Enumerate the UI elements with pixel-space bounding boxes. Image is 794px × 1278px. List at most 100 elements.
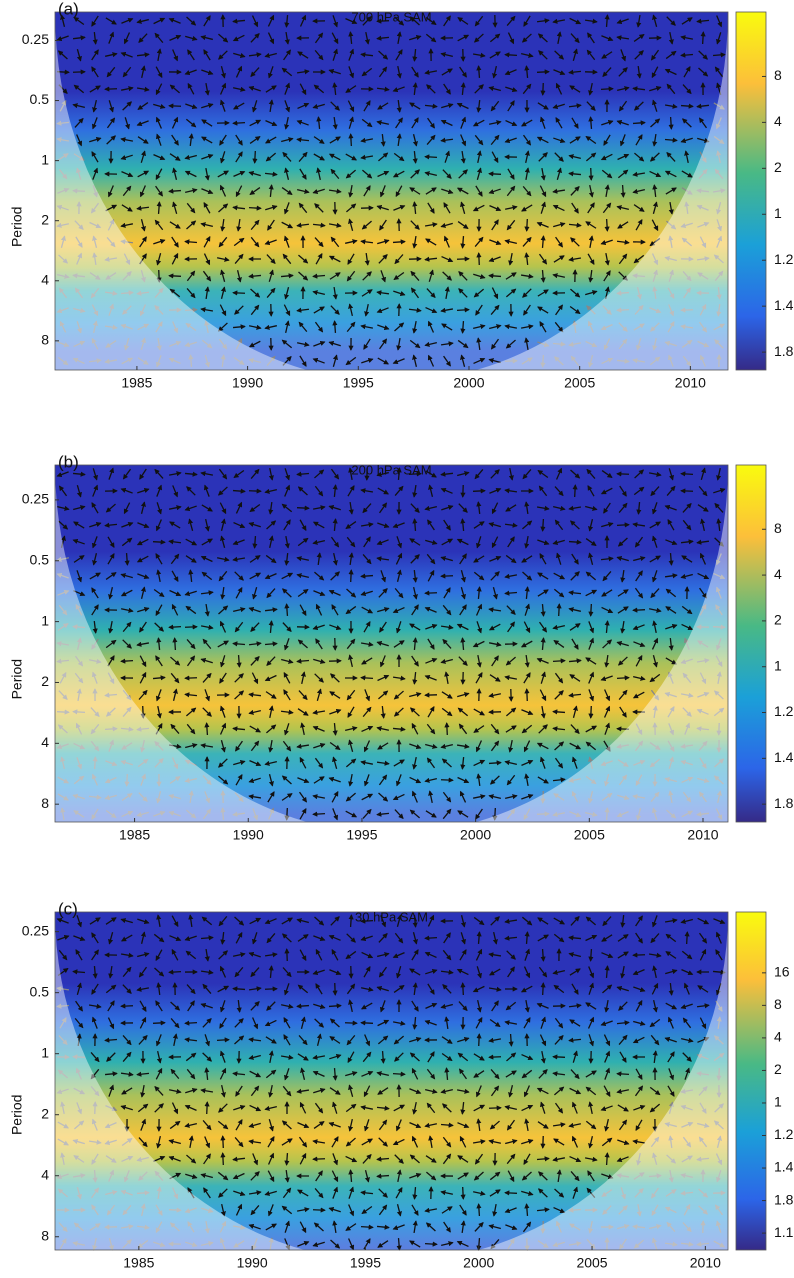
phase-arrow <box>474 15 484 27</box>
phase-arrow <box>424 103 438 109</box>
phase-arrow <box>472 488 486 494</box>
phase-arrow <box>250 33 260 43</box>
phase-arrow <box>540 82 546 96</box>
phase-arrow <box>588 116 594 130</box>
phase-arrow <box>568 539 582 545</box>
phase-arrow <box>536 18 550 24</box>
phase-arrow <box>313 136 325 144</box>
panel-label: (a) <box>58 0 79 18</box>
x-tick-label: 1985 <box>121 375 152 391</box>
phase-arrow <box>460 201 466 214</box>
y-tick-label: 1 <box>41 1044 49 1060</box>
phase-arrow <box>219 134 227 146</box>
phase-arrow <box>616 120 629 126</box>
phase-arrow <box>332 15 339 28</box>
phase-arrow <box>443 15 451 27</box>
phase-arrow <box>264 52 277 58</box>
phase-arrow <box>186 16 197 26</box>
phase-arrow <box>696 188 710 194</box>
colorbar-label: 8 <box>774 67 782 83</box>
x-tick-label: 2000 <box>460 827 491 843</box>
y-tick-label: 4 <box>41 734 49 750</box>
phase-arrow <box>507 32 515 45</box>
phase-arrow <box>204 1101 210 1115</box>
phase-arrow <box>249 187 261 195</box>
phase-arrow <box>187 82 195 95</box>
phase-arrow <box>460 150 466 164</box>
y-tick-label: 0.25 <box>22 31 49 47</box>
y-tick-label: 2 <box>41 673 49 689</box>
phase-arrow <box>172 201 178 214</box>
phase-arrow <box>153 239 166 245</box>
phase-arrow <box>248 488 262 494</box>
phase-arrow <box>348 133 354 147</box>
phase-arrow <box>427 202 435 214</box>
phase-arrow <box>570 33 580 44</box>
y-tick-label: 0.25 <box>22 922 49 938</box>
phase-arrow <box>283 202 290 215</box>
phase-arrow <box>489 51 501 59</box>
phase-arrow <box>328 188 342 194</box>
phase-arrow <box>184 170 197 178</box>
phase-arrow <box>267 14 275 27</box>
phase-arrow <box>188 133 194 147</box>
phase-arrow <box>377 102 389 110</box>
phase-arrow <box>682 118 692 128</box>
phase-arrow <box>232 488 246 494</box>
phase-arrow <box>680 137 693 143</box>
phase-arrow <box>232 986 246 992</box>
phase-arrow <box>120 658 134 664</box>
phase-arrow <box>313 84 325 94</box>
phase-arrow <box>331 32 339 45</box>
phase-arrow <box>171 134 179 146</box>
panel: 0.25 0.5 1 2 4 8 1985 1990 1995 2000 2005 2010 Perio… <box>9 0 794 391</box>
panel-label: (b) <box>58 452 79 471</box>
colorbar-label: 1.2 <box>774 1126 794 1142</box>
phase-arrow <box>617 86 630 92</box>
phase-arrow <box>169 153 181 161</box>
phase-arrow <box>506 219 516 231</box>
x-tick-label: 1990 <box>233 827 264 843</box>
phase-arrow <box>156 201 162 215</box>
phase-arrow <box>602 202 612 214</box>
phase-arrow <box>684 150 690 164</box>
phase-arrow <box>668 201 674 215</box>
phase-arrow <box>556 167 562 180</box>
phase-arrow <box>201 69 214 76</box>
colorbar-label: 1.8 <box>774 1191 794 1207</box>
phase-arrow <box>91 66 99 78</box>
phase-arrow <box>650 118 661 128</box>
phase-arrow <box>568 103 582 109</box>
phase-arrow <box>120 222 134 228</box>
colorbar-label: 1.16 <box>774 1224 794 1240</box>
phase-arrow <box>169 221 181 229</box>
phase-arrow <box>396 133 402 147</box>
phase-arrow <box>312 1156 326 1162</box>
phase-arrow <box>168 188 182 194</box>
phase-arrow <box>555 117 563 129</box>
phase-arrow <box>440 777 454 783</box>
phase-arrow <box>681 17 693 25</box>
phase-arrow <box>538 50 548 60</box>
panel-title: 30 hPa SAM <box>355 909 428 924</box>
phase-arrow <box>652 133 658 147</box>
phase-arrow <box>171 236 179 248</box>
phase-arrow <box>312 222 326 228</box>
phase-arrow <box>618 67 628 77</box>
phase-arrow <box>168 17 181 24</box>
phase-arrow <box>712 188 726 194</box>
phase-arrow <box>505 119 518 127</box>
phase-arrow <box>552 103 565 109</box>
colorbar-label: 1.4 <box>774 297 794 313</box>
phase-arrow <box>489 33 501 43</box>
phase-arrow <box>634 152 645 162</box>
colorbar-label: 16 <box>774 964 790 980</box>
phase-arrow <box>684 201 690 215</box>
phase-arrow <box>521 119 533 127</box>
phase-arrow <box>523 15 531 27</box>
phase-arrow <box>56 35 69 42</box>
phase-arrow <box>424 1241 438 1247</box>
phase-arrow <box>504 1190 518 1196</box>
phase-arrow <box>332 116 338 130</box>
